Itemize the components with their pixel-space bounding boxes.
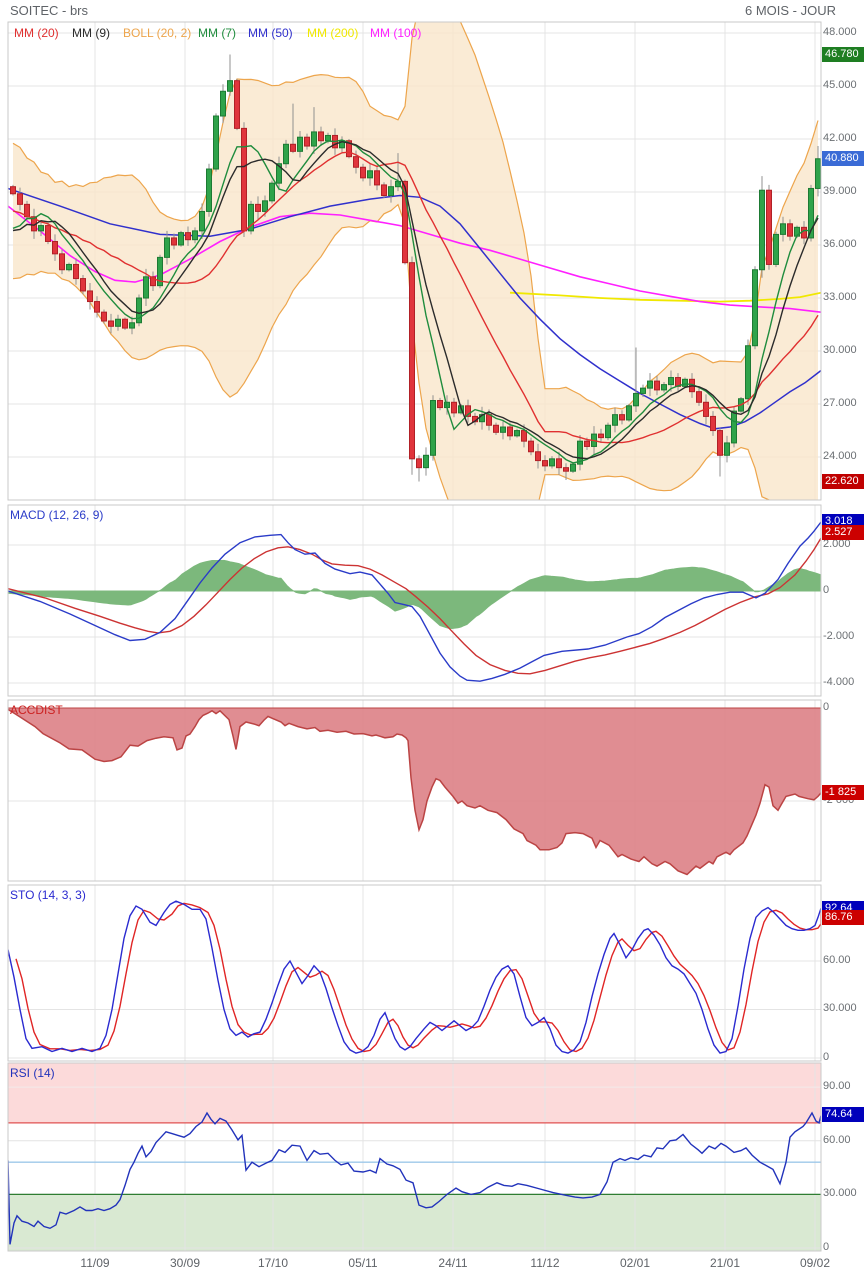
- bollinger-band: [13, 22, 818, 500]
- mm100-line: [8, 205, 821, 313]
- candles-layer: [10, 54, 821, 482]
- panel-0: [8, 22, 821, 500]
- stochastic-d-line: [15, 902, 821, 1053]
- mm7-line: [12, 139, 819, 464]
- panel-3: [8, 885, 821, 1061]
- mm9-line: [12, 140, 819, 460]
- macd-signal-line: [8, 537, 821, 675]
- mm20-line: [12, 151, 819, 444]
- macd-histogram: [8, 559, 821, 630]
- stochastic-k-line: [8, 900, 821, 1054]
- panel-2: [8, 700, 821, 881]
- rsi-line: [8, 1111, 821, 1245]
- mm50-line: [8, 187, 821, 430]
- panel-4: [8, 1063, 821, 1251]
- accdist-line: [8, 708, 821, 876]
- macd-line: [8, 521, 821, 682]
- panel-1: [8, 505, 821, 696]
- accdist-area: [8, 708, 821, 875]
